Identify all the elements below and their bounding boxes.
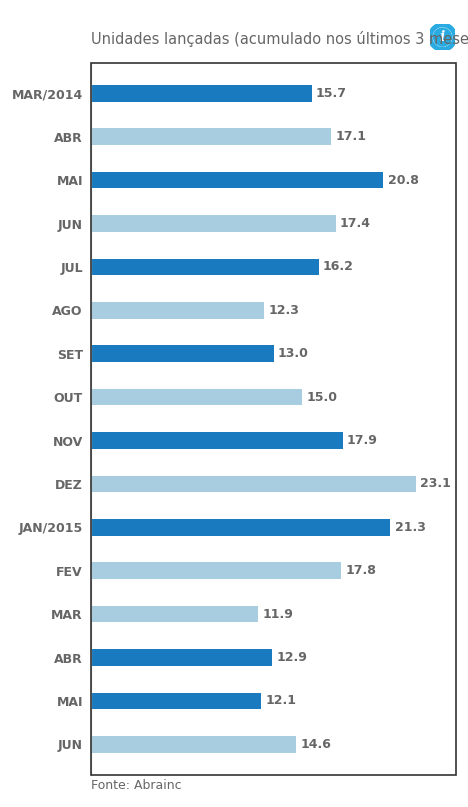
Circle shape — [433, 28, 452, 46]
Text: 17.1: 17.1 — [336, 130, 366, 143]
Bar — [91, 475, 416, 492]
Bar — [91, 172, 383, 188]
Bar — [91, 433, 343, 449]
Bar — [91, 345, 274, 362]
Bar — [91, 215, 336, 232]
Text: Unidades lançadas (acumulado nos últimos 3 meses): Unidades lançadas (acumulado nos últimos… — [91, 31, 468, 47]
Text: 12.1: 12.1 — [265, 695, 296, 708]
Text: 23.1: 23.1 — [420, 478, 451, 491]
Text: 13.0: 13.0 — [278, 347, 309, 360]
Text: 11.9: 11.9 — [263, 608, 293, 621]
Bar — [91, 302, 264, 319]
Text: 12.3: 12.3 — [268, 303, 299, 317]
Bar — [91, 85, 312, 102]
Text: 17.8: 17.8 — [345, 564, 376, 577]
Bar — [91, 259, 319, 275]
Text: 17.9: 17.9 — [347, 434, 378, 447]
Text: 17.4: 17.4 — [340, 217, 371, 230]
Text: 16.2: 16.2 — [323, 261, 354, 274]
Bar — [91, 128, 331, 145]
Text: i: i — [440, 30, 445, 44]
Bar — [91, 389, 302, 405]
Circle shape — [430, 25, 455, 49]
Bar — [91, 606, 258, 622]
Bar — [91, 736, 296, 753]
Bar — [91, 562, 341, 579]
Text: 20.8: 20.8 — [388, 174, 418, 186]
Text: 15.7: 15.7 — [316, 87, 347, 100]
Text: 15.0: 15.0 — [306, 391, 337, 404]
Bar — [91, 650, 272, 666]
Bar — [91, 519, 390, 536]
Text: 14.6: 14.6 — [300, 738, 331, 751]
Text: 21.3: 21.3 — [395, 521, 425, 534]
Text: Fonte: Abrainc: Fonte: Abrainc — [91, 780, 182, 792]
Text: 12.9: 12.9 — [277, 651, 307, 664]
Bar — [91, 692, 261, 709]
